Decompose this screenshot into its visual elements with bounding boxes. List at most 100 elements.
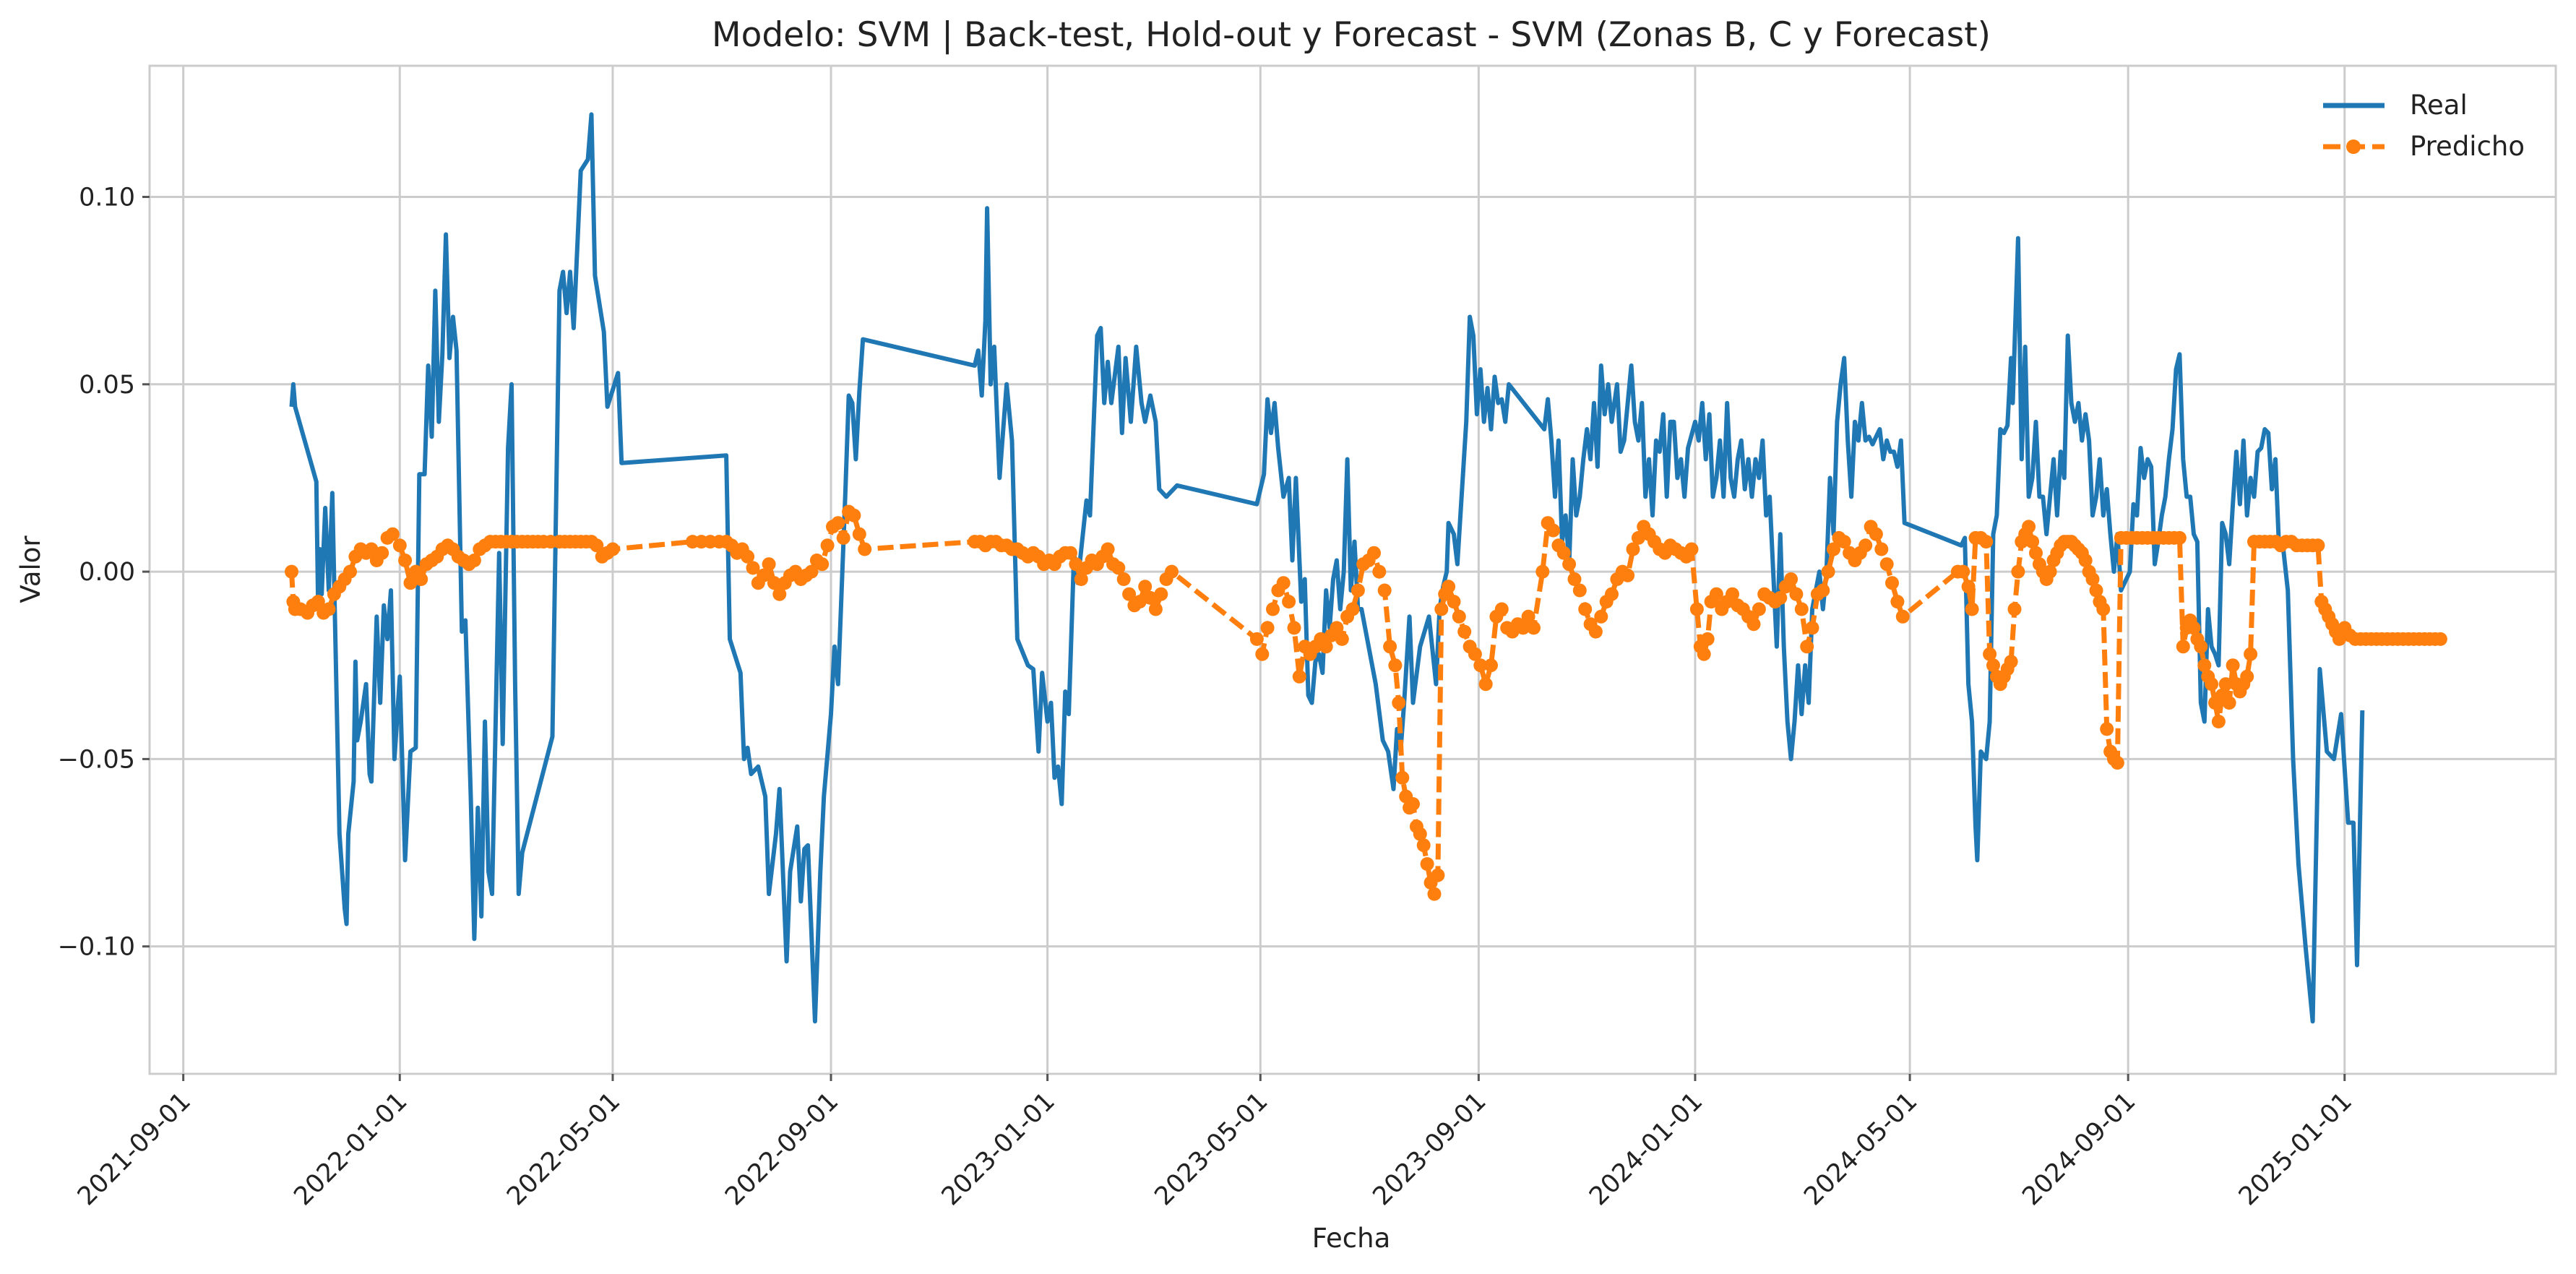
data-point-predicho bbox=[1427, 887, 1442, 901]
data-point-predicho bbox=[2240, 669, 2254, 684]
data-point-predicho bbox=[1260, 621, 1275, 635]
y-tick-label: −0.05 bbox=[58, 745, 135, 774]
data-point-predicho bbox=[1406, 797, 1420, 812]
data-point-predicho bbox=[1562, 557, 1577, 572]
data-point-predicho bbox=[1292, 669, 1306, 684]
data-point-predicho bbox=[2194, 640, 2208, 654]
data-point-predicho bbox=[2332, 632, 2346, 646]
data-point-predicho bbox=[1752, 602, 1766, 616]
data-point-predicho bbox=[1546, 523, 1560, 538]
data-point-predicho bbox=[1165, 564, 1179, 579]
data-point-predicho bbox=[1631, 530, 1645, 545]
data-point-predicho bbox=[1100, 542, 1115, 556]
data-point-predicho bbox=[1516, 621, 1530, 635]
data-point-predicho bbox=[1572, 583, 1587, 598]
data-point-predicho bbox=[1442, 580, 1456, 594]
data-point-predicho bbox=[1965, 602, 1979, 616]
data-point-predicho bbox=[2025, 535, 2040, 549]
data-point-predicho bbox=[1335, 632, 1349, 646]
data-point-predicho bbox=[2197, 658, 2212, 673]
plot-frame bbox=[148, 64, 2557, 1075]
data-point-predicho bbox=[343, 564, 357, 579]
data-point-predicho bbox=[1484, 658, 1498, 673]
data-point-predicho bbox=[1626, 542, 1640, 556]
data-point-predicho bbox=[1869, 527, 1883, 541]
data-point-predicho bbox=[1956, 564, 1970, 579]
data-point-predicho bbox=[2172, 530, 2187, 545]
data-point-predicho bbox=[1383, 640, 1397, 654]
data-point-predicho bbox=[2176, 640, 2190, 654]
data-point-predicho bbox=[1858, 538, 1873, 553]
data-point-predicho bbox=[1330, 621, 1344, 635]
data-point-predicho bbox=[831, 516, 845, 530]
y-axis-label: Valor bbox=[15, 535, 46, 603]
data-point-predicho bbox=[2078, 554, 2093, 567]
data-point-predicho bbox=[772, 587, 787, 601]
data-point-predicho bbox=[1837, 535, 1851, 549]
data-point-predicho bbox=[2089, 583, 2103, 598]
data-point-predicho bbox=[1468, 647, 1482, 661]
data-point-predicho bbox=[1535, 564, 1550, 579]
data-point-predicho bbox=[1138, 580, 1153, 594]
data-point-predicho bbox=[2096, 602, 2111, 616]
data-point-predicho bbox=[1621, 568, 1635, 582]
data-point-predicho bbox=[1816, 583, 1830, 598]
data-point-predicho bbox=[1821, 564, 1835, 579]
data-point-predicho bbox=[606, 542, 620, 556]
data-point-predicho bbox=[1700, 632, 1715, 646]
data-point-predicho bbox=[1773, 590, 1788, 605]
data-point-predicho bbox=[2211, 715, 2226, 728]
data-point-predicho bbox=[1064, 546, 1077, 560]
x-axis-label: Fecha bbox=[1312, 1223, 1391, 1254]
y-tick-label: 0.00 bbox=[79, 558, 135, 587]
data-point-predicho bbox=[2222, 696, 2236, 710]
data-point-predicho bbox=[1416, 838, 1431, 853]
y-tick-label: −0.10 bbox=[58, 933, 135, 962]
data-point-predicho bbox=[1605, 587, 1619, 601]
data-point-predicho bbox=[2110, 756, 2124, 770]
data-point-predicho bbox=[815, 557, 830, 572]
data-point-predicho bbox=[1800, 640, 1814, 654]
data-point-predicho bbox=[2085, 572, 2100, 586]
data-point-predicho bbox=[1392, 696, 1406, 710]
data-point-predicho bbox=[1431, 868, 1445, 882]
data-point-predicho bbox=[1122, 587, 1137, 601]
series-layer bbox=[285, 112, 2447, 1024]
legend-label-predicho: Predicho bbox=[2410, 131, 2525, 162]
data-point-predicho bbox=[1395, 770, 1410, 785]
data-point-predicho bbox=[385, 527, 400, 541]
data-point-predicho bbox=[1447, 595, 1461, 609]
data-point-predicho bbox=[847, 508, 861, 522]
data-point-predicho bbox=[1345, 602, 1360, 616]
data-point-predicho bbox=[1069, 557, 1083, 572]
data-point-predicho bbox=[403, 576, 418, 590]
data-point-predicho bbox=[2029, 546, 2043, 560]
data-point-predicho bbox=[762, 557, 776, 572]
data-point-predicho bbox=[392, 538, 407, 553]
data-point-predicho bbox=[1746, 617, 1761, 632]
data-point-predicho bbox=[852, 527, 866, 541]
data-point-predicho bbox=[2022, 520, 2036, 534]
data-point-predicho bbox=[364, 542, 379, 556]
data-point-predicho bbox=[467, 554, 481, 567]
y-tick-label: 0.05 bbox=[79, 371, 135, 400]
data-point-predicho bbox=[767, 576, 781, 590]
data-point-predicho bbox=[1266, 602, 1280, 616]
data-point-predicho bbox=[1111, 561, 1126, 575]
series-line-real bbox=[289, 112, 2365, 1024]
data-point-predicho bbox=[1351, 583, 1365, 598]
data-point-predicho bbox=[1420, 857, 1434, 871]
legend: Real Predicho bbox=[2323, 90, 2525, 162]
data-point-predicho bbox=[1874, 542, 1889, 556]
data-point-predicho bbox=[322, 602, 336, 616]
data-point-predicho bbox=[1879, 557, 1894, 572]
data-point-predicho bbox=[1276, 576, 1291, 590]
data-point-predicho bbox=[1784, 572, 1799, 586]
data-point-predicho bbox=[2100, 722, 2114, 736]
data-point-predicho bbox=[1885, 576, 1899, 590]
data-point-predicho bbox=[285, 564, 298, 579]
data-point-predicho bbox=[1249, 632, 1264, 646]
data-point-predicho bbox=[1556, 546, 1571, 560]
data-point-predicho bbox=[2007, 602, 2022, 616]
data-point-predicho bbox=[2205, 677, 2219, 692]
